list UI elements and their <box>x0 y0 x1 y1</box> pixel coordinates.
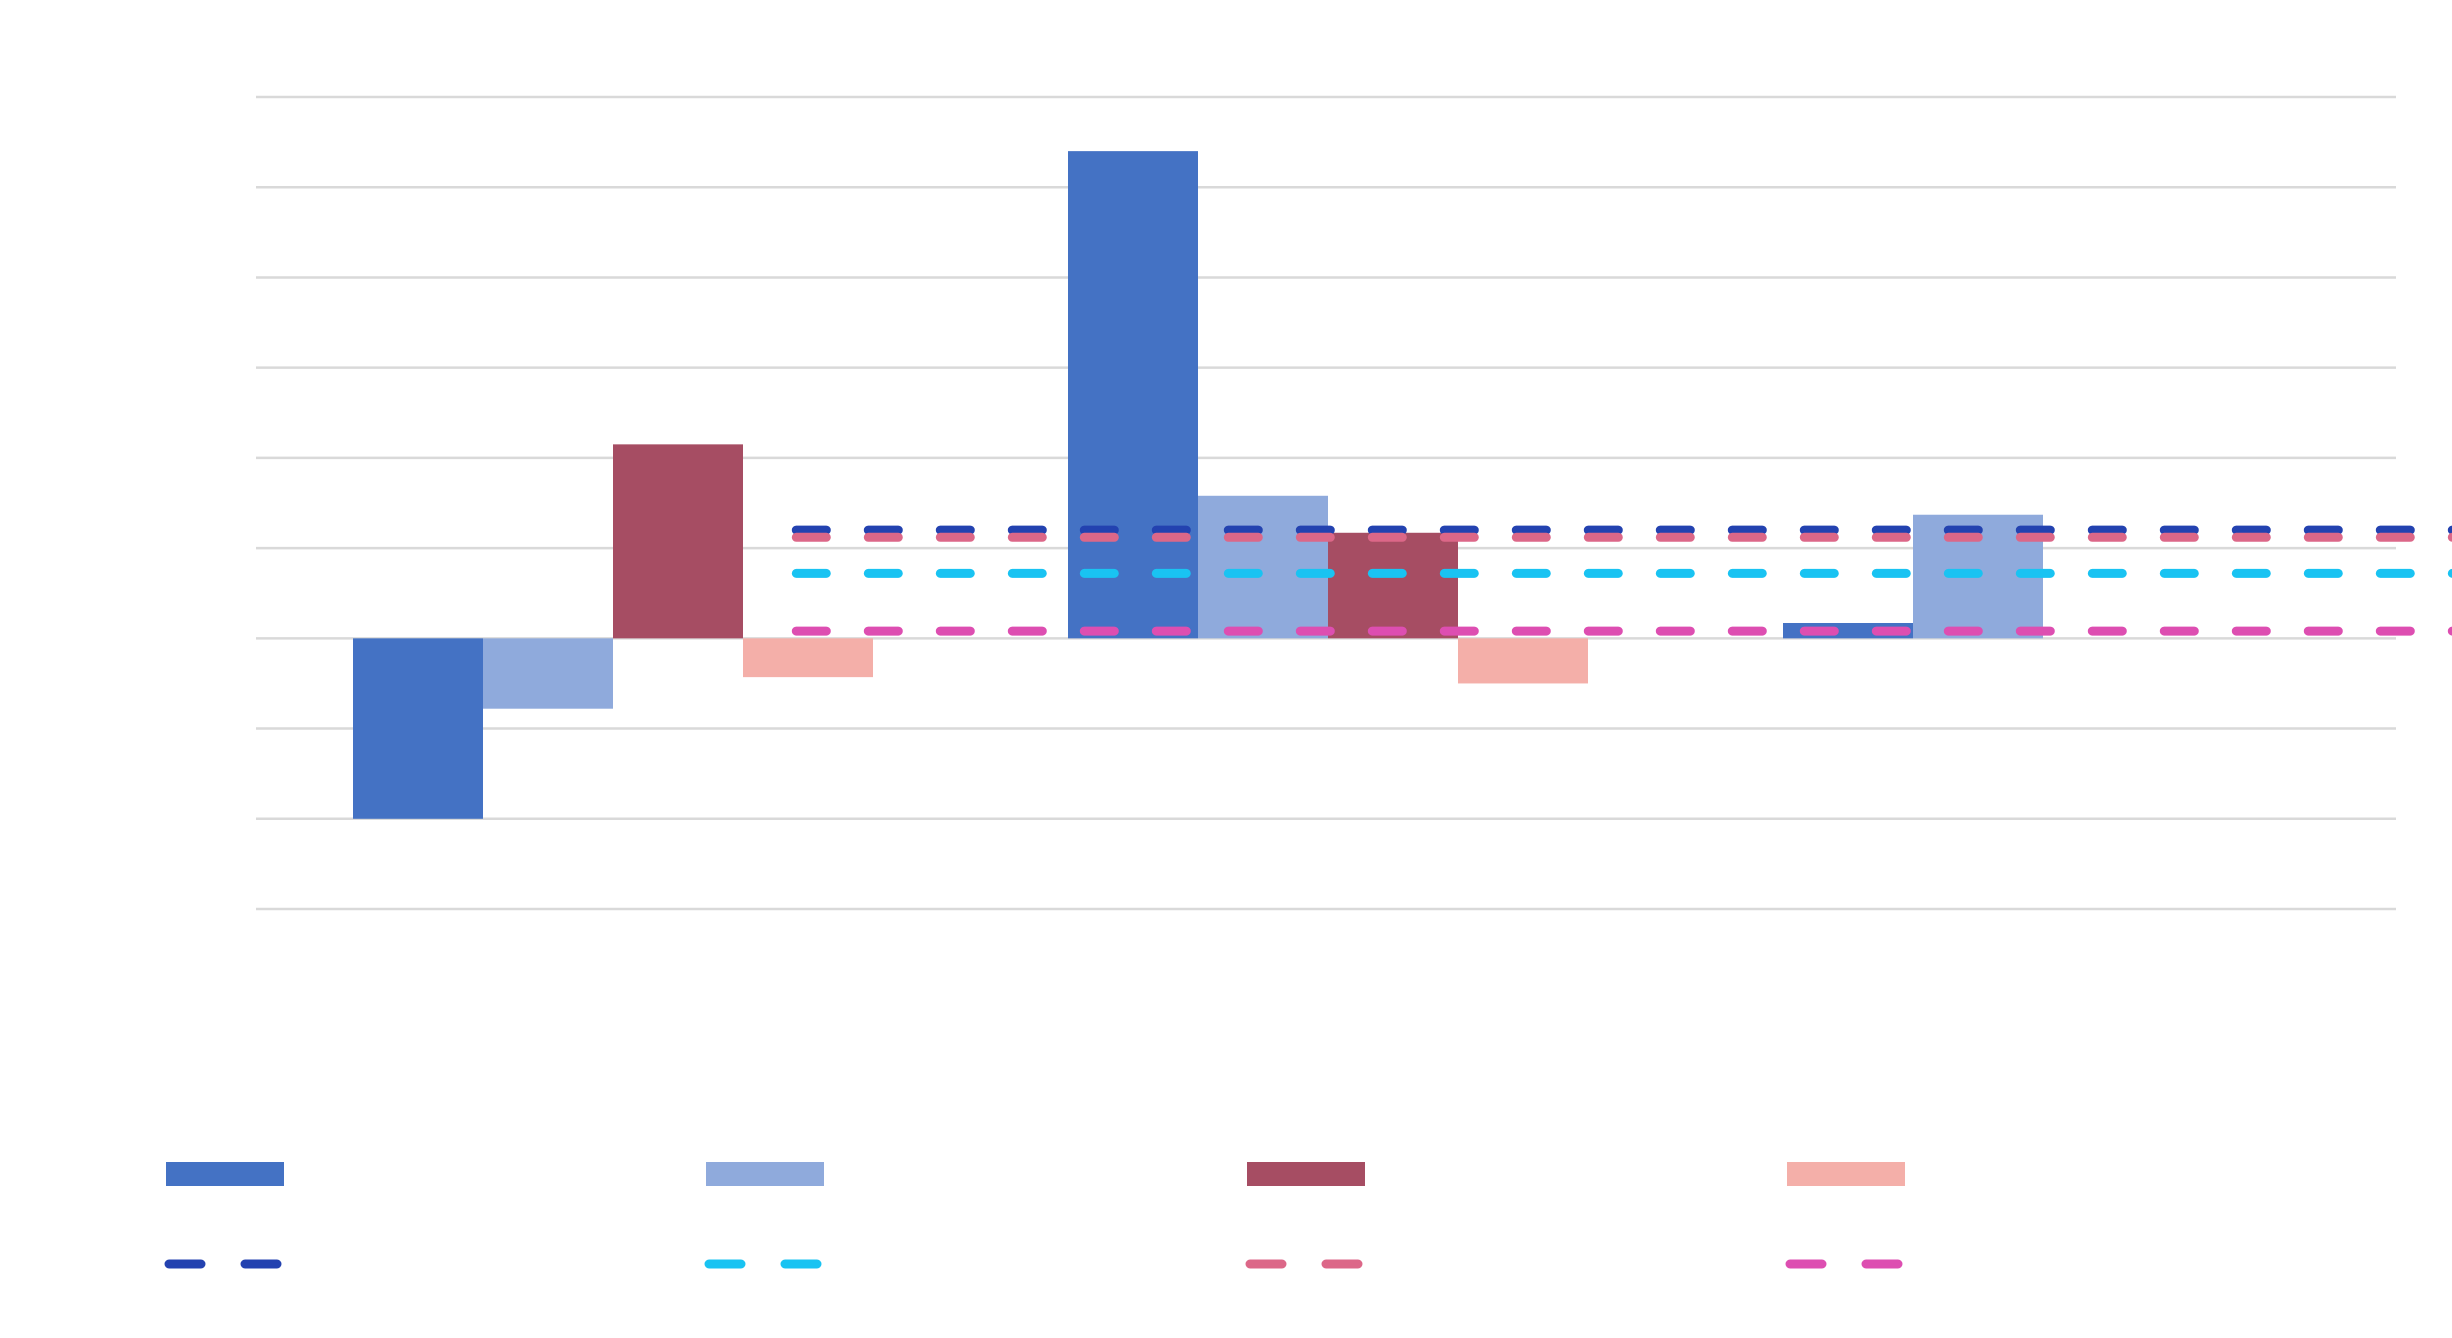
bar-series-3-group-1 <box>613 444 743 639</box>
bar-series-2-group-2 <box>1198 495 1328 639</box>
bar-series-1-group-1 <box>353 638 483 819</box>
legend-swatch-bar-1 <box>166 1162 284 1186</box>
bar-series-3-group-2 <box>1328 532 1458 639</box>
bar-series-4-group-1 <box>743 638 873 678</box>
legend-swatch-bar-3 <box>1247 1162 1365 1186</box>
bar-series-1-group-2 <box>1068 151 1198 639</box>
bar-series-4-group-2 <box>1458 638 1588 684</box>
legend-swatch-bar-4 <box>1787 1162 1905 1186</box>
legend-swatch-bar-2 <box>706 1162 824 1186</box>
bar-series-2-group-1 <box>483 638 613 709</box>
